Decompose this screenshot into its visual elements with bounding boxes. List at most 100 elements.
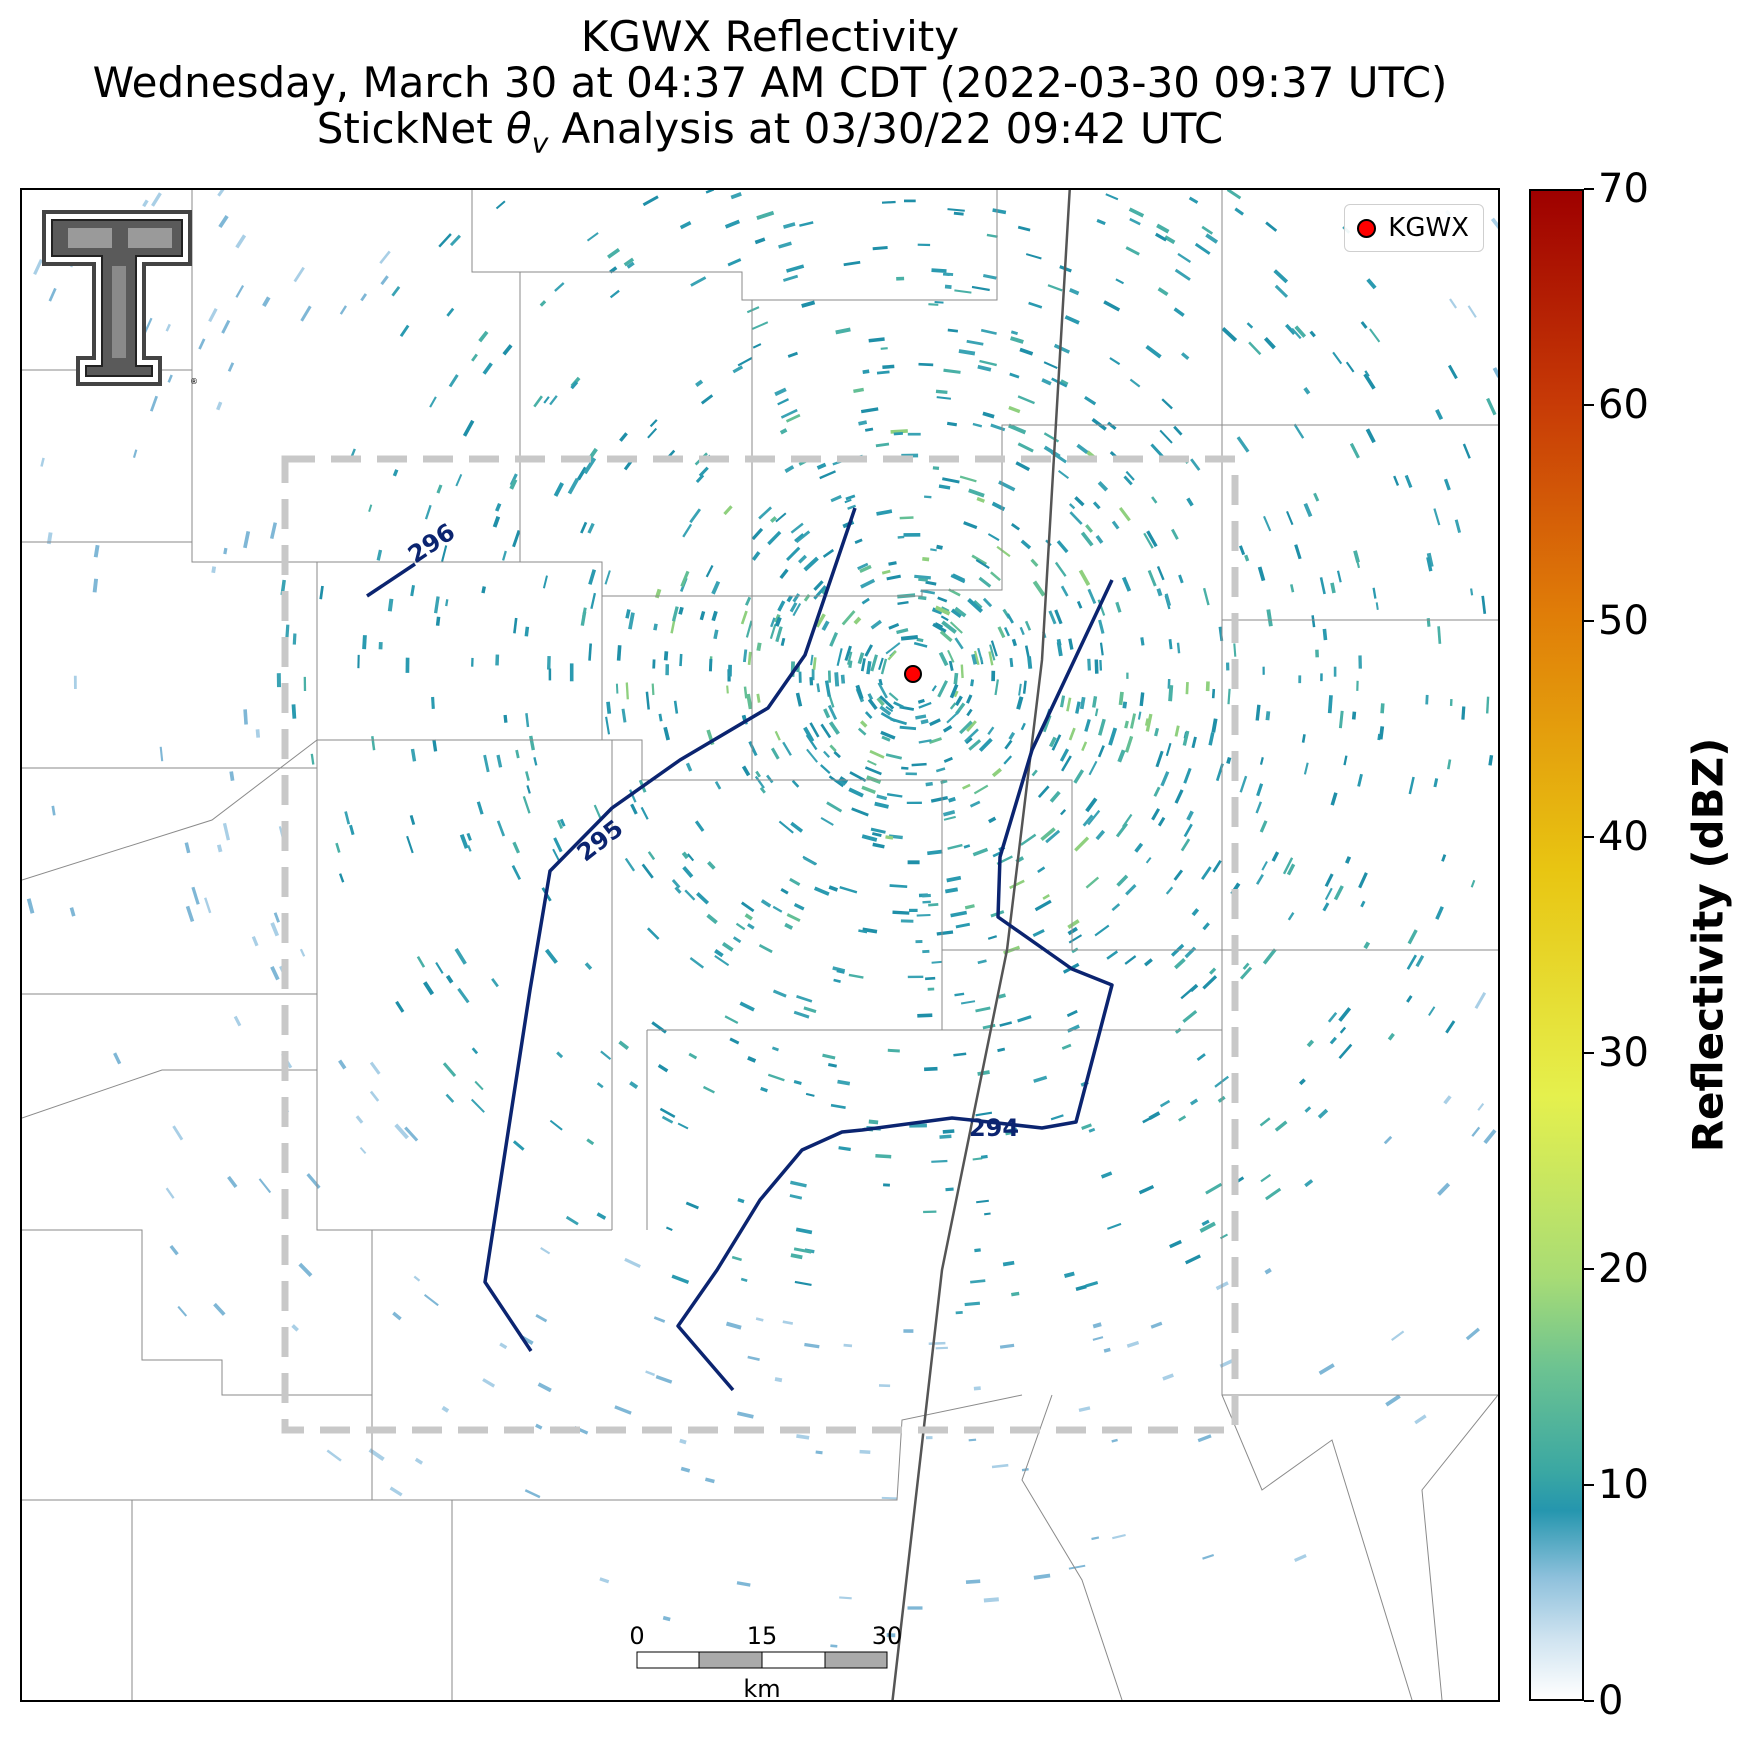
echo-gate [928,1341,946,1345]
echo-gate [1191,908,1200,917]
echo-gate [556,1051,564,1059]
echo-gate [1285,323,1296,335]
echo-gate [980,1154,988,1159]
echo-gate [819,470,836,480]
echo-gate [621,708,627,723]
echo-gate [707,861,716,870]
echo-gate [796,995,813,1003]
echo-gate [830,1644,838,1648]
echo-gate [689,508,702,524]
echo-gate [1415,955,1425,968]
echo-gate [539,300,547,307]
echo-gate [975,558,990,570]
echo-gate [1094,924,1110,937]
echo-gate [1157,816,1166,827]
echo-gate [1054,609,1063,625]
echo-gate [935,767,946,773]
echo-gate [736,1411,754,1419]
echo-gate [798,554,807,564]
echo-gate [1129,217,1141,226]
echo-gate [688,1052,698,1060]
echo-gate [185,905,195,922]
echo-gate [929,718,941,727]
echo-gate [966,720,977,732]
echo-gate [496,820,506,837]
echo-gate [537,1382,552,1393]
echo-gate [1002,1260,1015,1267]
echo-gate [941,620,957,634]
echo-gate [755,1317,764,1322]
echo-gate [1076,443,1089,454]
echo-gate [954,289,972,294]
echo-gate [779,428,788,435]
echo-gate [423,1293,439,1307]
echo-gate [1188,196,1199,204]
echo-gate [822,548,835,558]
colorbar-tick [1584,836,1594,838]
echo-gate [1146,530,1158,548]
echo-gate [922,556,930,562]
echo-gate [809,676,814,686]
echo-gate [467,844,472,852]
echo-gate [1092,501,1101,510]
echo-gate [1165,742,1172,757]
echo-gate [803,857,817,866]
echo-gate [892,910,910,915]
echo-gate [448,374,459,388]
echo-gate [944,887,959,894]
echo-gate [896,627,909,635]
echo-gate [1017,442,1034,453]
echo-gate [1008,405,1021,414]
scale-label-15: 15 [747,1622,778,1650]
echo-gate [1184,1254,1201,1265]
echo-gate [937,596,948,603]
echo-gate [1483,1129,1497,1144]
echo-gate [1084,718,1091,732]
echo-gate [1372,587,1377,599]
echo-gate [229,771,235,781]
echo-gate [1112,1533,1126,1540]
echo-gate [360,293,368,302]
echo-gate [862,369,870,374]
echo-gate [1028,301,1043,309]
echo-gate [1437,626,1442,644]
echo-gate [848,787,864,798]
echo-gate [1142,1116,1152,1124]
echo-gate [615,683,619,694]
echo-gate [1126,1340,1140,1348]
echo-gate [872,842,885,849]
echo-gate [1097,599,1106,616]
echo-gate [838,1146,851,1152]
echo-gate [198,338,206,350]
echo-gate [1124,720,1129,729]
echo-gate [880,658,888,675]
echo-gate [619,432,628,442]
echo-gate [924,495,932,499]
echo-gate [948,660,954,671]
echo-gate [899,516,914,520]
echo-gate [677,1122,689,1130]
echo-gate [943,756,953,763]
echo-gate [1050,1114,1064,1121]
echo-gate [803,1006,817,1014]
echo-gate [1121,813,1133,828]
echo-gate [1174,789,1184,804]
echo-gate [1343,755,1348,766]
echo-gate [216,844,223,853]
echo-gate [1349,442,1360,459]
echo-gate [1189,1098,1199,1106]
echo-gate [682,866,694,878]
echo-gate [513,617,518,634]
theta-v-contours [366,507,1114,1392]
echo-gate [223,547,228,555]
echo-gate [387,598,394,612]
echo-gate [596,1212,607,1220]
echo-gate [607,247,621,259]
echo-gate [869,749,885,759]
echo-gate [767,530,782,546]
echo-gate [1111,520,1120,530]
echo-gate [786,594,793,603]
echo-gate [1085,524,1094,533]
echo-gate [1256,783,1264,797]
echo-gate [758,943,773,954]
